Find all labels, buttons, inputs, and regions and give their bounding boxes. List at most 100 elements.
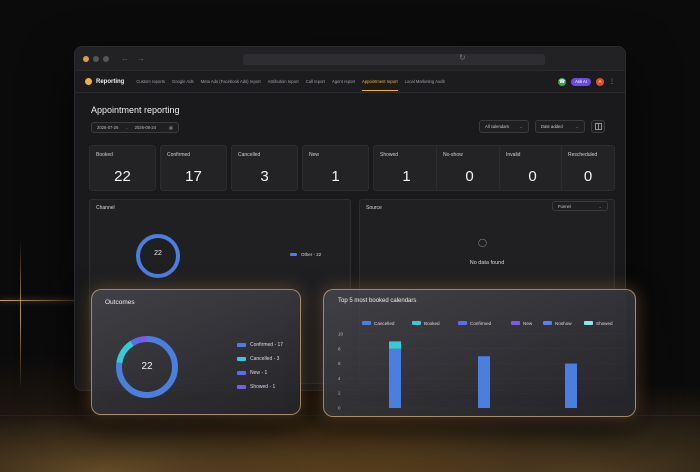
calendar-filter-select[interactable]: All calendars ⌄ xyxy=(479,120,529,133)
bar-segment-cancelled[interactable] xyxy=(478,356,490,408)
legend-swatch xyxy=(237,357,246,361)
legend-swatch xyxy=(458,321,467,325)
stat-label: Cancelled xyxy=(238,152,260,158)
layout-toggle-button[interactable] xyxy=(591,120,605,133)
y-tick-label: 8 xyxy=(338,346,341,351)
legend-swatch xyxy=(511,321,520,325)
window-dot-icon[interactable] xyxy=(83,56,89,62)
nav-custom-reports[interactable]: Custom reports xyxy=(136,73,165,90)
legend-label: Other - 22 xyxy=(301,252,321,257)
bar-segment-cancelled[interactable] xyxy=(389,349,401,408)
channel-legend-item: Other - 22 xyxy=(290,252,321,257)
legend-swatch xyxy=(362,321,371,325)
stat-value: 17 xyxy=(161,168,226,185)
address-bar[interactable] xyxy=(243,54,545,65)
stat-value: 3 xyxy=(232,168,297,185)
date-filter-select[interactable]: Date added ⌄ xyxy=(535,120,585,133)
stat-card-showed: Showed 1 xyxy=(373,145,440,191)
chevron-down-icon: ⌄ xyxy=(575,124,579,129)
top-calendars-card: Top 5 most booked calendars Cancelled Boo… xyxy=(323,289,636,417)
page-title: Appointment reporting xyxy=(91,105,180,115)
legend-swatch xyxy=(584,321,593,325)
stat-value: 0 xyxy=(500,168,565,185)
panel-title: Source xyxy=(366,205,382,211)
legend-swatch xyxy=(237,343,246,347)
calendar-icon: ▦ xyxy=(169,125,173,130)
legend-label: Confirmed - 17 xyxy=(250,342,283,348)
stat-value: 0 xyxy=(437,168,502,185)
outcomes-legend-confirmed: Confirmed - 17 xyxy=(237,342,283,348)
phone-icon[interactable]: ☎ xyxy=(558,78,566,86)
bar-segment-cancelled[interactable] xyxy=(565,364,577,408)
stat-value: 1 xyxy=(303,168,368,185)
refresh-icon[interactable]: ↻ xyxy=(459,53,466,62)
app-navbar: Reporting Custom reports Google Ads Meta… xyxy=(75,71,625,93)
legend-swatch xyxy=(237,371,246,375)
window-dot-icon[interactable] xyxy=(93,56,99,62)
stat-card-no-show: No-show 0 xyxy=(436,145,503,191)
stat-card-invalid: Invalid 0 xyxy=(499,145,566,191)
date-range-picker[interactable]: 2026-07-26 → 2026-08-24 ▦ xyxy=(91,122,179,133)
nav-meta-ads[interactable]: Meta Ads (Facebook Ads) report xyxy=(201,73,261,90)
y-tick-label: 2 xyxy=(338,391,341,396)
card-title: Outcomes xyxy=(105,299,135,306)
nav-attribution-report[interactable]: Attribution report xyxy=(268,73,299,90)
top-calendars-bar-chart: Cancelled Booked Confirmed New Noshow Showed 0… xyxy=(324,290,637,418)
bar-segment-booked[interactable] xyxy=(389,341,401,348)
stat-label: Invalid xyxy=(506,152,520,158)
stat-label: Showed xyxy=(380,152,398,158)
empty-state-text: No data found xyxy=(360,260,614,266)
stat-value: 1 xyxy=(374,168,439,185)
y-tick-label: 4 xyxy=(338,376,341,381)
columns-icon xyxy=(595,123,602,130)
brand-name: Reporting xyxy=(96,79,124,85)
stat-label: Rescheduled xyxy=(568,152,597,158)
date-filter-value: Date added xyxy=(541,124,563,129)
nav-local-marketing-audit[interactable]: Local Marketing Audit xyxy=(405,73,445,90)
stat-label: No-show xyxy=(443,152,463,158)
panel-title: Channel xyxy=(96,205,115,211)
stat-card-new: New 1 xyxy=(302,145,369,191)
legend-label: Showed - 1 xyxy=(250,384,275,390)
forward-arrow-icon[interactable]: → xyxy=(137,54,145,63)
legend-label: Confirmed xyxy=(470,321,492,326)
window-dot-icon[interactable] xyxy=(103,56,109,62)
avatar[interactable]: A xyxy=(596,78,604,86)
date-start: 2026-07-26 xyxy=(97,125,118,130)
stat-label: Booked xyxy=(96,152,113,158)
logo-icon xyxy=(85,78,92,85)
outcomes-total: 22 xyxy=(114,361,180,372)
outcomes-legend-cancelled: Cancelled - 3 xyxy=(237,356,279,362)
legend-label: Noshow xyxy=(555,321,572,326)
back-arrow-icon[interactable]: ← xyxy=(121,54,129,63)
ask-ai-button[interactable]: Ask AI xyxy=(571,78,591,86)
legend-label: New - 1 xyxy=(250,370,267,376)
stat-card-confirmed: Confirmed 17 xyxy=(160,145,227,191)
chevron-down-icon: ⌄ xyxy=(598,204,602,209)
source-type-select[interactable]: Funnel ⌄ xyxy=(552,201,608,211)
nav-call-report[interactable]: Call report xyxy=(306,73,325,90)
nav-appointment-report[interactable]: Appointment report xyxy=(362,73,398,91)
y-tick-label: 0 xyxy=(338,406,341,411)
date-end: 2026-08-24 xyxy=(135,125,156,130)
nav-agent-report[interactable]: Agent report xyxy=(332,73,355,90)
legend-swatch xyxy=(412,321,421,325)
chevron-down-icon: ⌄ xyxy=(519,124,523,129)
stat-label: New xyxy=(309,152,319,158)
legend-label: Showed xyxy=(596,321,613,326)
stat-value: 22 xyxy=(90,168,155,185)
outcomes-legend-new: New - 1 xyxy=(237,370,267,376)
nav-actions: ☎ Ask AI A ⋮ xyxy=(558,78,615,86)
nav-google-ads[interactable]: Google Ads xyxy=(172,73,194,90)
stat-label: Confirmed xyxy=(167,152,190,158)
stat-card-cancelled: Cancelled 3 xyxy=(231,145,298,191)
outcomes-legend-showed: Showed - 1 xyxy=(237,384,275,390)
legend-swatch xyxy=(543,321,552,325)
legend-swatch xyxy=(237,385,246,389)
date-arrow-icon: → xyxy=(124,125,128,130)
legend-label: Booked xyxy=(424,321,440,326)
legend-label: Cancelled xyxy=(374,321,395,326)
y-tick-label: 6 xyxy=(338,361,341,366)
more-menu-icon[interactable]: ⋮ xyxy=(609,78,615,85)
empty-state-icon: ◯ xyxy=(478,238,487,247)
